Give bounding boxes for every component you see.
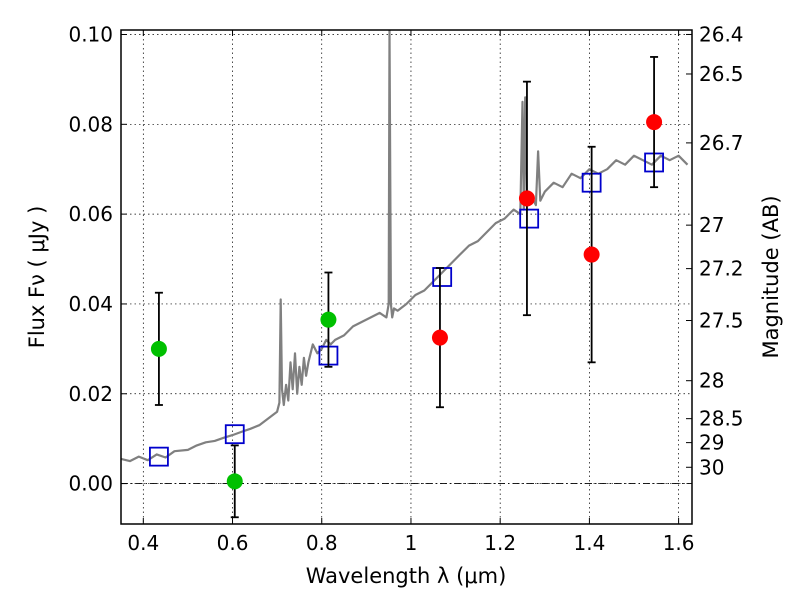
magnitude-tick-label: 27.5 [699, 309, 744, 333]
magnitude-tick-label: 30 [699, 455, 724, 479]
red-flux-point [646, 114, 663, 131]
x-tick-label: 1.4 [573, 531, 605, 555]
axis-ticks: 0.4 0.6 0.8 1 1.2 1.4 1.6 0.00 0.02 0.04 0.06 0.08 0… [68, 22, 743, 555]
y-tick-label: 0.00 [68, 472, 113, 496]
magnitude-tick-label: 28 [699, 369, 724, 393]
magnitude-tick-label: 26.4 [699, 22, 744, 46]
data-markers [149, 56, 664, 519]
red-flux-point [431, 329, 448, 346]
x-tick-label: 1.6 [663, 531, 695, 555]
model-square-marker [519, 208, 540, 229]
model-square-marker [224, 424, 245, 445]
y-tick-label: 0.06 [68, 202, 113, 226]
magnitude-tick-label: 27 [699, 213, 724, 237]
model-square-marker [149, 446, 169, 467]
green-flux-point [320, 311, 337, 328]
grid-lines [121, 30, 692, 524]
magnitude-axis-label: Magnitude (AB) [759, 195, 783, 358]
x-axis-label: Wavelength λ (μm) [306, 564, 507, 588]
magnitude-tick-label: 26.7 [699, 131, 744, 155]
red-flux-point [518, 190, 535, 207]
y-axis-label: Flux Fν ( μJy ) [25, 206, 49, 349]
x-tick-label: 0.4 [127, 531, 159, 555]
plot-area [121, 30, 689, 463]
magnitude-tick-label: 27.2 [699, 257, 744, 281]
x-tick-label: 1.2 [484, 531, 516, 555]
y-tick-label: 0.10 [68, 22, 113, 46]
y-tick-label: 0.04 [68, 292, 113, 316]
red-flux-point [583, 246, 600, 263]
magnitude-tick-label: 29 [699, 431, 724, 455]
x-tick-label: 1 [405, 531, 418, 555]
magnitude-tick-label: 28.5 [699, 407, 744, 431]
x-tick-label: 0.6 [217, 531, 249, 555]
y-tick-label: 0.02 [68, 382, 113, 406]
green-flux-point [226, 473, 243, 490]
x-tick-label: 0.8 [306, 531, 338, 555]
spectrum-line [121, 30, 689, 463]
y-tick-label: 0.08 [68, 112, 113, 136]
green-flux-point [150, 340, 167, 357]
magnitude-tick-label: 26.5 [699, 62, 744, 86]
plot-frame [120, 29, 693, 525]
